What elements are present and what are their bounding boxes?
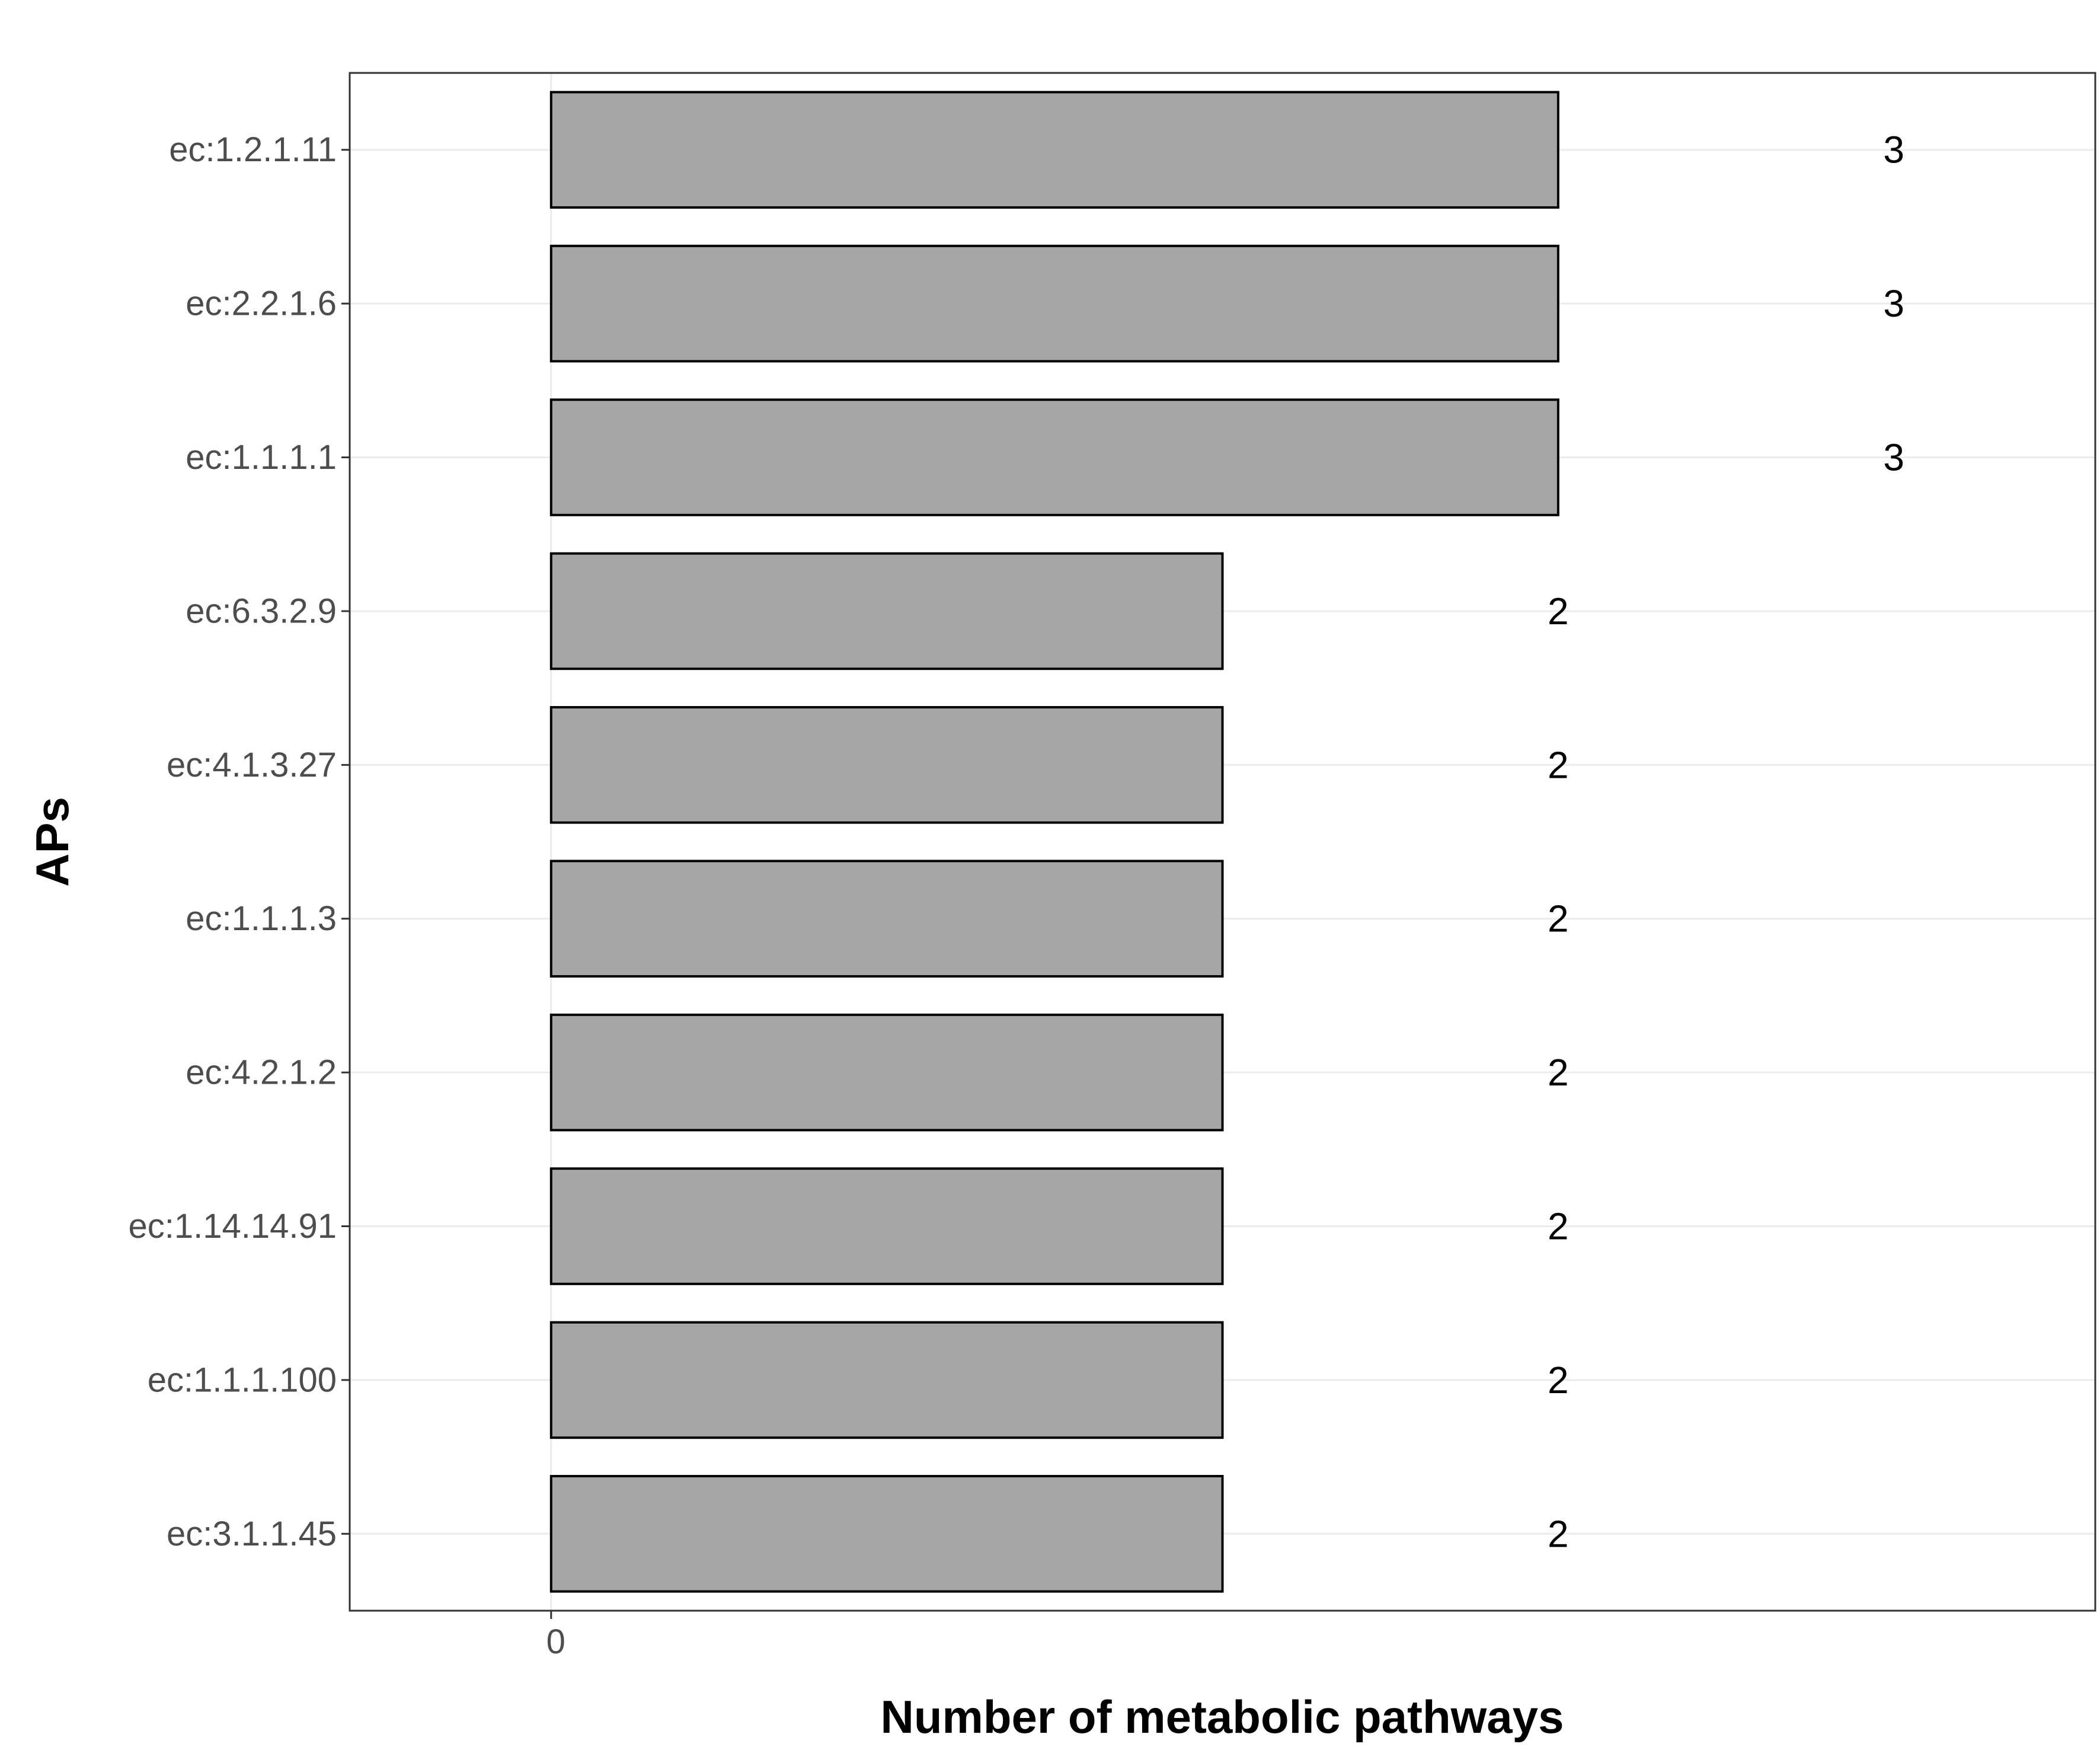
panel-border <box>349 72 2096 1612</box>
bars <box>549 91 1559 1593</box>
bar-ec:1.2.1.11 <box>549 91 1559 209</box>
y-tick-label: ec:2.2.1.6 <box>186 285 337 323</box>
bar-ec:1.1.1.100 <box>549 1321 1224 1439</box>
data-label: 2 <box>1548 743 1569 786</box>
data-label: 2 <box>1548 1051 1569 1094</box>
data-labels: 3 3 3 2 2 2 2 2 2 2 <box>1548 129 1904 1556</box>
y-axis: ec:1.2.1.11 ec:2.2.1.6 ec:1.1.1.1 ec:6.3.2.… <box>128 130 350 1553</box>
data-label: 3 <box>1883 282 1904 325</box>
y-tick-label: ec:1.1.1.100 <box>148 1361 337 1399</box>
data-label: 2 <box>1548 1359 1569 1401</box>
bar-ec:1.14.14.91 <box>549 1167 1224 1285</box>
data-label: 3 <box>1883 436 1904 479</box>
y-tick-label: ec:4.1.3.27 <box>167 746 337 784</box>
y-tick-label: ec:1.14.14.91 <box>128 1207 337 1246</box>
y-tick-label: ec:1.1.1.3 <box>186 899 337 938</box>
y-tick-label: ec:1.1.1.1 <box>186 438 337 477</box>
y-tick-label: ec:3.1.1.45 <box>167 1515 337 1553</box>
data-label: 2 <box>1548 1205 1569 1248</box>
data-label: 3 <box>1883 129 1904 171</box>
bar-ec:2.2.1.6 <box>549 244 1559 363</box>
y-tick-label: ec:4.2.1.2 <box>186 1053 337 1092</box>
y-tick-label: ec:6.3.2.9 <box>186 592 337 630</box>
bar-ec:4.2.1.2 <box>549 1013 1224 1132</box>
bar-ec:4.1.3.27 <box>549 706 1224 824</box>
x-axis: 0 <box>546 1611 565 1661</box>
data-label: 2 <box>1548 1512 1569 1555</box>
bar-ec:1.1.1.3 <box>549 860 1224 978</box>
bar-ec:3.1.1.45 <box>549 1475 1224 1593</box>
y-tick-label: ec:1.2.1.11 <box>169 130 337 169</box>
data-label: 2 <box>1548 898 1569 940</box>
x-axis-title: Number of metabolic pathways <box>881 1691 1564 1743</box>
data-label: 2 <box>1548 590 1569 633</box>
bar-ec:1.1.1.1 <box>549 398 1559 516</box>
x-tick-label: 0 <box>546 1623 565 1661</box>
y-axis-title: APs <box>26 797 78 887</box>
bar-ec:6.3.2.9 <box>549 552 1224 670</box>
